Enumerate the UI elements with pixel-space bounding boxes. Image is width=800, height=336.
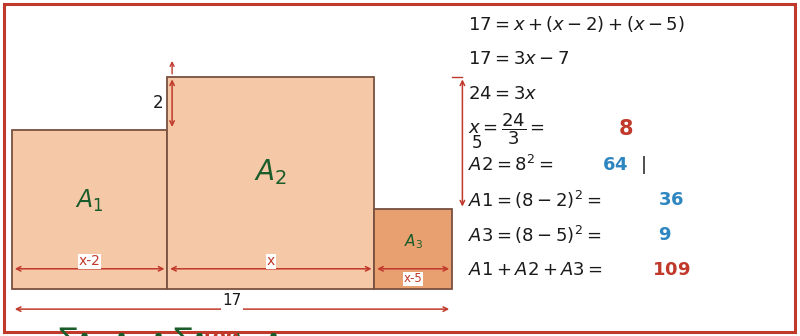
Text: 5: 5 <box>471 134 482 152</box>
Text: $A_3$: $A_3$ <box>404 232 422 251</box>
Text: $A_2$: $A_2$ <box>254 157 287 187</box>
Text: 17: 17 <box>222 293 242 308</box>
Text: $\mathbf{36}$: $\mathbf{36}$ <box>658 191 685 209</box>
Text: $\mathbf{109}$: $\mathbf{109}$ <box>652 261 690 280</box>
Text: $x = \dfrac{24}{3} =$: $x = \dfrac{24}{3} =$ <box>468 112 545 147</box>
Bar <box>12 130 167 289</box>
Text: $\mathbf{8}$: $\mathbf{8}$ <box>618 119 634 139</box>
Text: $A1 + A2 + A3 =$: $A1 + A2 + A3 =$ <box>468 261 603 280</box>
Text: $\mathbf{9}$: $\mathbf{9}$ <box>658 226 672 244</box>
Text: $17 = x + (x - 2) + (x - 5)$: $17 = x + (x - 2) + (x - 5)$ <box>468 13 685 34</box>
Text: $\mathbf{\sum A_1;A_2;A_3}$: $\mathbf{\sum A_1;A_2;A_3}$ <box>173 325 291 336</box>
Text: x: x <box>266 254 275 268</box>
Text: $A1 = (8 - 2)^2 =$: $A1 = (8 - 2)^2 =$ <box>468 189 601 211</box>
Text: $17 = 3x - 7$: $17 = 3x - 7$ <box>468 50 570 68</box>
Text: $\mathbf{64}$: $\mathbf{64}$ <box>602 156 629 174</box>
Text: $\mathbf{\sum A_1;A_2;A_3=}$: $\mathbf{\sum A_1;A_2;A_3=}$ <box>58 325 196 336</box>
Text: $A3 = (8 - 5)^2 =$: $A3 = (8 - 5)^2 =$ <box>468 224 601 246</box>
Text: $|$: $|$ <box>640 154 646 176</box>
Bar <box>374 209 452 289</box>
Text: x-2: x-2 <box>78 254 101 268</box>
Text: $A2 = 8^2 =$: $A2 = 8^2 =$ <box>468 155 554 175</box>
Text: x-5: x-5 <box>404 272 422 285</box>
Text: $A_1$: $A_1$ <box>75 188 104 214</box>
Text: 2: 2 <box>152 94 163 112</box>
Text: $24 = 3x$: $24 = 3x$ <box>468 85 538 103</box>
Bar <box>167 77 374 289</box>
Text: 109: 109 <box>200 330 241 336</box>
